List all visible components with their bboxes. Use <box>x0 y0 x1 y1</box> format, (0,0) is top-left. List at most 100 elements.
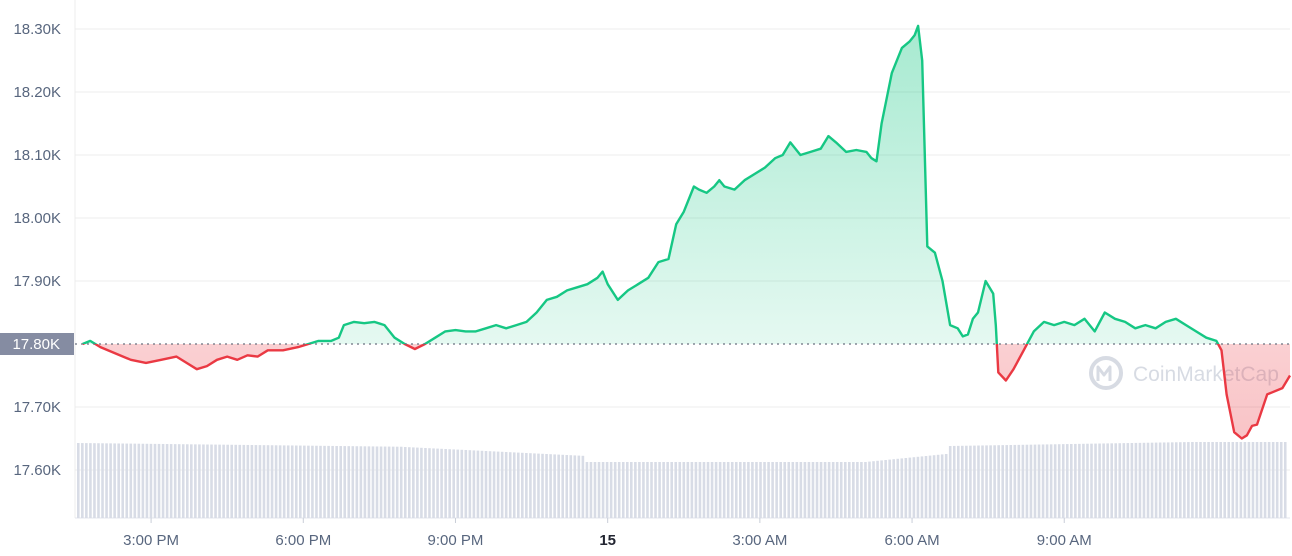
y-tick-label: 18.10K <box>13 147 61 164</box>
coinmarketcap-logo-icon <box>1089 356 1123 390</box>
volume-bar <box>93 443 96 518</box>
volume-bar <box>561 454 564 518</box>
volume-bar <box>601 462 605 518</box>
volume-bar <box>1041 444 1045 518</box>
volume-bar <box>383 446 387 518</box>
volume-bar <box>892 459 896 518</box>
volume-bar <box>977 445 980 518</box>
volume-bar <box>961 445 964 518</box>
volume-bar <box>1183 442 1186 518</box>
volume-bar <box>1162 442 1166 518</box>
area-below-reference <box>82 344 1290 439</box>
volume-bar <box>952 445 956 518</box>
y-tick-label: 17.90K <box>13 273 61 290</box>
reference-label: 17.80K <box>12 336 60 353</box>
volume-bar <box>702 462 706 518</box>
volume-bar <box>597 462 601 518</box>
volume-bar <box>512 452 516 518</box>
volume-bar <box>767 462 770 518</box>
volume-bar <box>323 445 326 518</box>
volume-bar <box>1271 442 1275 518</box>
volume-bar <box>331 445 334 518</box>
volume-bar <box>973 445 976 518</box>
volume-bar <box>234 444 238 518</box>
volume-bar <box>363 446 367 518</box>
volume-bar <box>617 462 621 518</box>
volume-bar <box>1215 442 1218 518</box>
volume-bar <box>993 445 996 518</box>
volume-bar <box>198 444 201 518</box>
volume-bar <box>1199 442 1202 518</box>
volume-bar <box>101 443 104 518</box>
volume-bar <box>1239 442 1243 518</box>
volume-bar <box>488 451 492 518</box>
volume-bar <box>436 448 439 518</box>
volume-bar <box>282 445 286 518</box>
volume-bar <box>266 445 270 518</box>
volume-bar <box>335 445 338 518</box>
volume-bar <box>262 445 266 518</box>
volume-bar <box>920 456 924 518</box>
volume-bar <box>299 445 302 518</box>
volume-bar <box>307 445 310 518</box>
volume-bar <box>609 462 613 518</box>
volume-bar <box>1207 442 1210 518</box>
volume-bar <box>525 453 528 518</box>
volume-bar <box>339 446 342 518</box>
volume-bar <box>751 462 754 518</box>
volume-bar <box>730 462 734 518</box>
volume-bar <box>141 443 145 518</box>
volume-bar <box>190 444 193 518</box>
volume-bar <box>359 446 363 518</box>
volume-bar <box>835 462 839 518</box>
volume-bar <box>375 446 379 518</box>
volume-bar <box>666 462 669 518</box>
volume-bar <box>904 458 908 518</box>
volume-bar <box>278 445 282 518</box>
volume-bar <box>1045 444 1049 518</box>
x-tick-label: 9:00 PM <box>428 532 484 549</box>
volume-bar <box>880 460 883 518</box>
volume-bar <box>928 455 932 518</box>
volume-bar <box>557 454 560 518</box>
volume-bar <box>1106 443 1109 518</box>
volume-bar <box>948 446 952 518</box>
volume-bar <box>706 462 710 518</box>
volume-bar <box>1102 443 1105 518</box>
volume-bar <box>678 462 682 518</box>
volume-bar <box>85 443 88 518</box>
volume-bar <box>222 444 225 518</box>
x-tick-label: 6:00 AM <box>885 532 940 549</box>
volume-bar <box>981 445 984 518</box>
volume-bar <box>258 445 262 518</box>
volume-bar <box>492 451 496 518</box>
volume-bar <box>694 462 698 518</box>
volume-bar <box>500 451 504 518</box>
volume-bar <box>403 447 407 518</box>
volume-bar <box>230 444 233 518</box>
volume-bar <box>472 450 476 518</box>
x-tick-label: 6:00 PM <box>275 532 331 549</box>
volume-bar <box>391 446 395 518</box>
volume-bar <box>621 462 625 518</box>
volume-bar <box>452 449 456 518</box>
volume-bar <box>613 462 617 518</box>
volume-bar <box>133 443 137 518</box>
volume-bar <box>1211 442 1214 518</box>
volume-bar <box>1017 444 1021 518</box>
volume-bar <box>294 445 298 518</box>
volume-bar <box>1114 443 1118 518</box>
volume-bar <box>997 445 1000 518</box>
volume-bar <box>226 444 229 518</box>
volume-bar <box>1138 442 1142 518</box>
volume-bar <box>1049 444 1053 518</box>
volume-bar <box>593 462 597 518</box>
y-axis: 18.30K 18.20K 18.10K 18.00K 17.90K 17.70K 17.6… <box>13 21 61 479</box>
volume-bar <box>1227 442 1231 518</box>
volume-bar <box>460 449 464 518</box>
volume-bar <box>218 444 221 518</box>
volume-bar <box>896 458 900 518</box>
volume-bar <box>319 445 322 518</box>
volume-bar <box>311 445 314 518</box>
volume-bar <box>779 462 782 518</box>
